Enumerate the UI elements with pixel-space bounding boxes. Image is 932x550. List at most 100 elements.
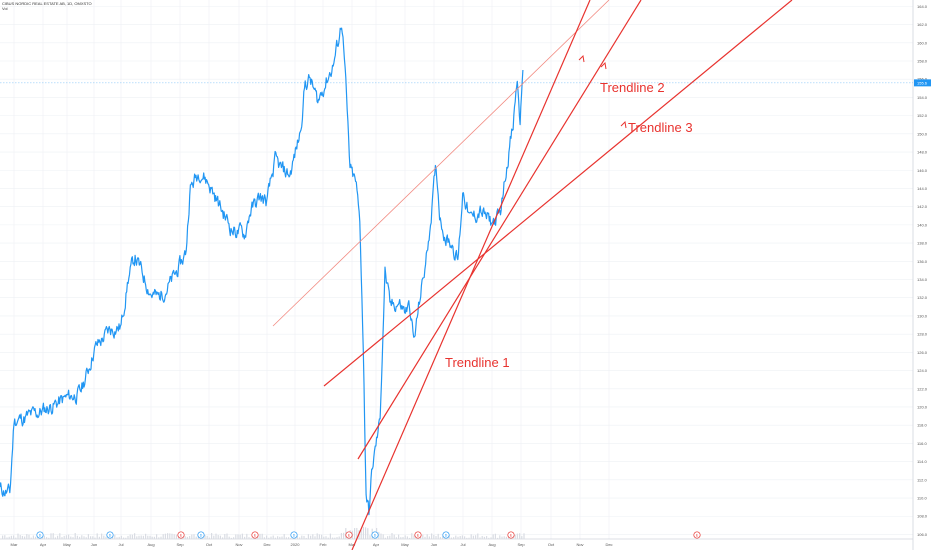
volume-bar xyxy=(268,537,270,539)
price-tick-label: 110.0 xyxy=(917,496,927,501)
volume-bar xyxy=(431,533,433,539)
price-tick-label: 138.0 xyxy=(917,241,928,246)
volume-bar xyxy=(72,537,74,539)
volume-bar xyxy=(395,537,397,539)
trendline-3-line xyxy=(323,0,793,387)
volume-bar xyxy=(406,536,408,539)
volume-bar xyxy=(323,536,325,539)
volume-bar xyxy=(305,537,307,539)
volume-bar xyxy=(336,537,338,539)
price-tick-label: 152.0 xyxy=(917,113,928,118)
volume-bar xyxy=(167,533,169,539)
volume-bar xyxy=(437,533,439,539)
volume-bar xyxy=(149,535,151,539)
volume-bar xyxy=(96,533,98,539)
volume-bar xyxy=(28,534,30,539)
price-tick-label: 164.0 xyxy=(917,4,928,9)
earnings-marker-label: E xyxy=(696,534,699,538)
volume-bar xyxy=(134,533,136,539)
volume-bar xyxy=(310,535,312,539)
volume-bar xyxy=(164,533,166,539)
volume-bar xyxy=(105,536,107,539)
trendline-2-arrow xyxy=(600,61,607,70)
volume-bar xyxy=(360,529,362,539)
volume-bar xyxy=(420,537,422,539)
time-tick-label: Nov xyxy=(235,542,242,547)
time-tick-label: May xyxy=(63,542,71,547)
volume-bar xyxy=(285,537,287,539)
price-tick-label: 128.0 xyxy=(917,332,928,337)
volume-bar xyxy=(222,537,224,539)
volume-bar xyxy=(340,533,342,539)
volume-bar xyxy=(233,537,235,539)
volume-bar xyxy=(354,528,356,539)
price-tick-label: 134.0 xyxy=(917,277,928,282)
volume-bar xyxy=(470,534,472,539)
price-tick-label: 154.0 xyxy=(917,95,928,100)
time-tick-label: Nov xyxy=(576,542,583,547)
volume-bar xyxy=(57,535,59,539)
volume-bar xyxy=(382,534,384,539)
volume-bar xyxy=(503,536,505,539)
volume-bar xyxy=(6,537,8,539)
earnings-marker-label: E xyxy=(254,534,257,538)
time-tick-label: Dec xyxy=(605,542,612,547)
volume-bar xyxy=(98,536,100,539)
volume-bar xyxy=(435,536,437,539)
dividend-marker-label: D xyxy=(445,534,448,538)
volume-bar xyxy=(413,535,415,539)
volume-bar xyxy=(213,535,215,539)
volume-bar xyxy=(186,536,188,539)
volume-bar xyxy=(488,537,490,539)
time-tick-label: Dec xyxy=(263,542,270,547)
earnings-marker-label: E xyxy=(510,534,513,538)
volume-bar xyxy=(138,535,140,539)
volume-bar xyxy=(46,537,48,539)
volume-bar xyxy=(114,534,116,539)
dividend-marker xyxy=(290,531,298,539)
earnings-marker-label: E xyxy=(348,534,351,538)
volume-bar xyxy=(61,537,63,539)
dividend-marker-label: D xyxy=(39,534,42,538)
price-tick-label: 112.0 xyxy=(917,477,927,482)
price-tick-label: 106.0 xyxy=(917,532,928,537)
volume-bar xyxy=(494,533,496,539)
earnings-marker xyxy=(507,531,515,539)
volume-bar xyxy=(131,534,133,539)
volume-bar xyxy=(490,537,492,539)
trendline-1-arrow xyxy=(578,54,585,63)
volume-bar xyxy=(422,534,424,539)
volume-bar xyxy=(79,536,81,539)
last-price-badge xyxy=(914,79,931,87)
volume-bar xyxy=(316,533,318,539)
volume-bar xyxy=(127,535,129,539)
volume-bar xyxy=(523,533,525,539)
volume-bar xyxy=(208,537,210,539)
price-tick-label: 118.0 xyxy=(917,423,927,428)
time-tick-label: Jun xyxy=(91,542,97,547)
volume-bar xyxy=(219,535,221,539)
volume-bar xyxy=(424,536,426,539)
volume-bar xyxy=(92,536,94,539)
price-tick-label: 120.0 xyxy=(917,404,928,409)
earnings-marker xyxy=(345,531,353,539)
volume-bar xyxy=(483,536,485,539)
volume-bar xyxy=(283,534,285,539)
trendline-2-line xyxy=(357,0,642,460)
price-tick-label: 108.0 xyxy=(917,514,928,519)
volume-bar xyxy=(378,531,380,539)
volume-bar xyxy=(318,534,320,539)
volume-bar xyxy=(17,533,19,539)
trendline-2-label: Trendline 2 xyxy=(600,80,665,95)
volume-bar xyxy=(195,536,197,539)
volume-bar xyxy=(411,533,413,539)
volume-bar xyxy=(169,533,171,539)
volume-bar xyxy=(514,534,516,539)
price-tick-label: 158.0 xyxy=(917,59,928,64)
time-tick-label: Jul xyxy=(118,542,123,547)
price-tick-label: 124.0 xyxy=(917,368,928,373)
volume-bar xyxy=(32,535,34,539)
volume-bar xyxy=(74,533,76,539)
volume-bar xyxy=(338,536,340,539)
